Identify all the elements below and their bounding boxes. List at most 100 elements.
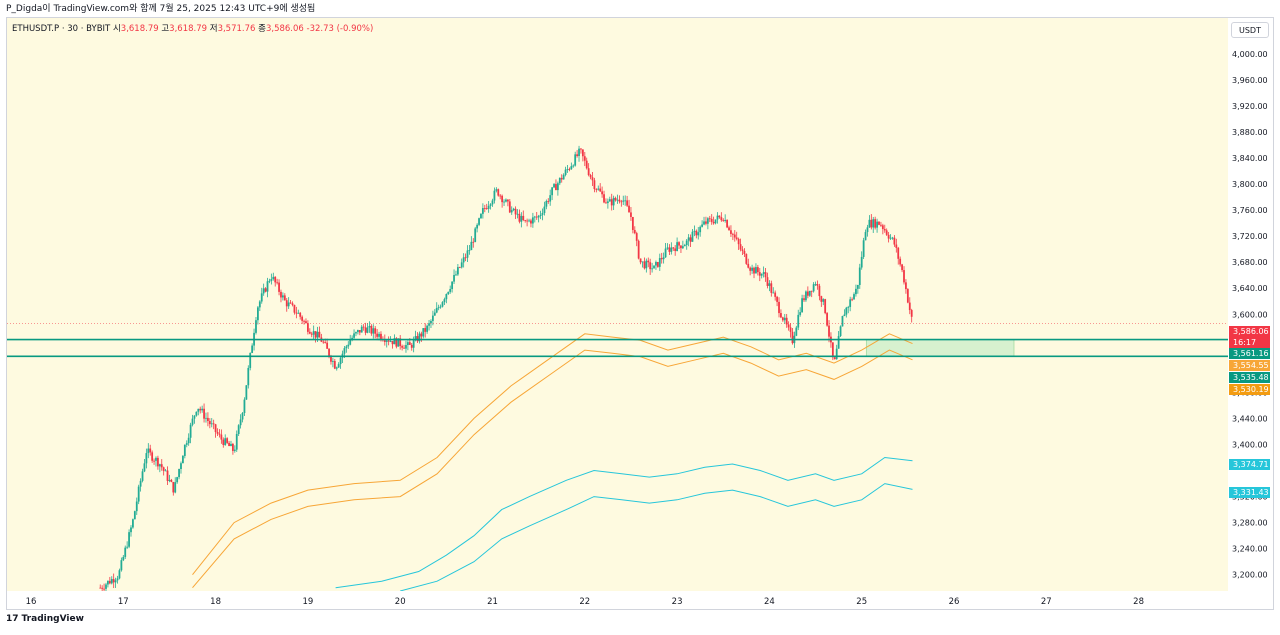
- chart-caption: P_Digda이 TradingView.com와 함께 7월 25, 2025…: [6, 4, 316, 14]
- candle-down: [628, 205, 630, 213]
- candle-up: [193, 415, 196, 419]
- candle-down: [710, 218, 713, 222]
- candle-down: [328, 348, 330, 357]
- candle-up: [197, 408, 200, 412]
- time-tick-label: 25: [856, 597, 867, 607]
- candle-down: [214, 424, 217, 433]
- candle-up: [860, 256, 863, 268]
- candle-down: [547, 201, 550, 202]
- candle-up: [455, 274, 457, 276]
- candle-up: [251, 345, 254, 353]
- candle-up: [856, 284, 859, 289]
- candle-up: [389, 341, 392, 342]
- candle-up: [480, 213, 482, 219]
- tradingview-footer[interactable]: 17 TradingView: [6, 614, 84, 624]
- time-tick-label: 22: [579, 597, 590, 607]
- symbol-legend[interactable]: ETHUSDT.P · 30 · BYBIT 시3,618.79 고3,618.…: [12, 22, 373, 34]
- candle-up: [241, 413, 244, 420]
- candle-up: [495, 189, 498, 191]
- candle-down: [374, 328, 377, 334]
- candle-down: [731, 233, 734, 235]
- candle-down: [307, 323, 309, 332]
- candle-down: [232, 443, 234, 451]
- candle-up: [249, 352, 252, 368]
- candle-up: [430, 320, 432, 324]
- candle-up: [133, 511, 136, 520]
- candle-down: [318, 331, 321, 338]
- price-tick-label: 3,640.00: [1232, 284, 1268, 293]
- candle-up: [505, 199, 507, 202]
- candle-down: [583, 156, 586, 161]
- price-tick-label: 3,200.00: [1232, 571, 1268, 580]
- candle-down: [603, 194, 605, 203]
- candle-up: [243, 399, 246, 414]
- candle-down: [758, 272, 761, 276]
- orange-band-inner-line: [192, 349, 913, 589]
- candle-down: [639, 258, 642, 263]
- candle-up: [801, 298, 803, 313]
- candle-down: [278, 282, 280, 292]
- candle-up: [641, 261, 644, 263]
- band-inner-tag: 3,530.19: [1229, 384, 1270, 395]
- candle-down: [776, 296, 778, 302]
- candle-up: [385, 340, 388, 342]
- candle-down: [903, 270, 905, 283]
- candle-down: [906, 289, 909, 303]
- candle-up: [168, 479, 171, 481]
- candle-up: [687, 237, 690, 241]
- candle-up: [470, 241, 473, 251]
- candle-down: [506, 199, 509, 202]
- candle-up: [681, 246, 684, 249]
- candle-up: [312, 331, 315, 335]
- candle-up: [270, 279, 273, 281]
- candle-down: [99, 587, 102, 589]
- candle-up: [245, 385, 248, 400]
- candle-down: [899, 258, 902, 265]
- candle-up: [795, 327, 798, 336]
- chart-plot-area[interactable]: [7, 18, 1228, 591]
- candle-up: [853, 294, 855, 300]
- candle-up: [393, 338, 396, 345]
- candle-up: [553, 184, 555, 188]
- candle-down: [818, 285, 821, 297]
- candle-down: [362, 326, 365, 328]
- price-axis[interactable]: 4,040.004,000.003,960.003,920.003,880.00…: [1228, 18, 1273, 591]
- currency-unit-button[interactable]: USDT: [1231, 22, 1269, 38]
- candle-up: [355, 332, 357, 334]
- candle-up: [195, 411, 198, 416]
- candle-up: [428, 323, 430, 326]
- candle-up: [574, 154, 577, 166]
- candle-down: [585, 160, 588, 169]
- candle-down: [166, 470, 169, 481]
- candle-up: [612, 197, 615, 206]
- candle-up: [439, 306, 442, 308]
- time-tick-label: 21: [487, 597, 498, 607]
- candle-up: [183, 444, 186, 456]
- candle-up: [624, 200, 627, 202]
- time-axis[interactable]: 16 17 18 19 20 21 22 23 24 25 26 27 28: [7, 591, 1228, 609]
- price-tick-label: 3,280.00: [1232, 519, 1268, 528]
- candle-up: [118, 570, 121, 579]
- price-tick-label: 3,760.00: [1232, 206, 1268, 215]
- candle-down: [285, 300, 288, 307]
- candle-down: [330, 356, 332, 362]
- candle-up: [145, 453, 148, 464]
- candle-up: [437, 307, 440, 309]
- candle-up: [703, 221, 705, 225]
- candle-down: [157, 457, 159, 467]
- candle-down: [885, 230, 888, 235]
- candle-up: [805, 291, 807, 301]
- candle-down: [831, 342, 834, 358]
- candle-down: [314, 331, 317, 338]
- price-tick-label: 3,680.00: [1232, 258, 1268, 267]
- candle-up: [130, 527, 132, 533]
- candle-up: [724, 220, 727, 221]
- candle-down: [416, 336, 419, 342]
- candle-up: [537, 215, 540, 218]
- candle-down: [733, 234, 736, 238]
- candle-down: [785, 317, 788, 325]
- candle-down: [103, 588, 105, 590]
- candle-up: [512, 208, 515, 211]
- candle-down: [766, 277, 769, 286]
- candle-up: [456, 267, 459, 275]
